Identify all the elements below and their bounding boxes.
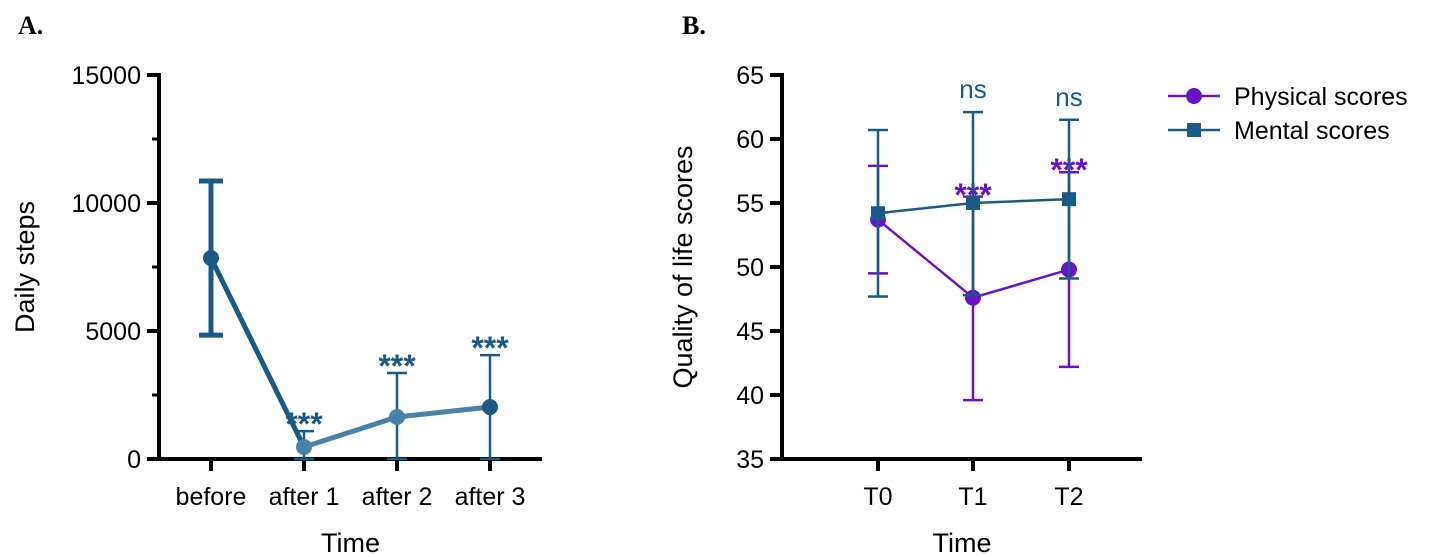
legend-circle-marker — [1186, 88, 1202, 104]
y-tick-label: 40 — [736, 382, 764, 410]
x-tick-label: after 3 — [455, 483, 526, 511]
y-tick-label: 55 — [736, 190, 764, 218]
y-tick-label: 60 — [736, 126, 764, 154]
significance-annotation: *** — [471, 330, 509, 366]
data-point — [965, 289, 981, 306]
y-tick-label: 0 — [127, 446, 141, 474]
data-point — [203, 250, 219, 267]
series-line-segment — [396, 404, 491, 420]
legend-label: Mental scores — [1234, 117, 1390, 145]
y-tick-label: 50 — [736, 254, 764, 282]
y-tick-label: 35 — [736, 446, 764, 474]
significance-annotation: ns — [1055, 82, 1082, 112]
data-point-square — [966, 196, 980, 210]
x-tick-label: T0 — [863, 483, 892, 511]
significance-annotation: ns — [959, 74, 986, 104]
legend-square-marker — [1187, 123, 1201, 137]
data-point-square — [1062, 192, 1076, 207]
x-axis-label: Time — [321, 528, 380, 557]
significance-annotation: *** — [378, 348, 416, 384]
data-point — [482, 399, 498, 416]
data-point — [296, 438, 312, 455]
y-tick-label: 10000 — [71, 190, 141, 218]
y-tick-label: 15000 — [71, 62, 141, 90]
legend-label: Physical scores — [1234, 83, 1408, 111]
y-tick-label: 65 — [736, 62, 764, 90]
panel-label-b: B. — [682, 11, 706, 40]
x-axis-label: Time — [933, 528, 992, 557]
x-tick-label: before — [176, 483, 247, 511]
y-axis-label: Quality of life scores — [668, 145, 698, 388]
significance-annotation: *** — [285, 406, 323, 442]
x-tick-label: T2 — [1054, 483, 1083, 511]
x-tick-label: after 1 — [269, 483, 340, 511]
panel-label-a: A. — [18, 11, 43, 40]
x-tick-label: after 2 — [362, 483, 433, 511]
y-tick-label: 45 — [736, 318, 764, 346]
series-line-segment — [972, 268, 1070, 299]
series-line-segment — [972, 197, 1070, 205]
series-line-segment — [877, 218, 974, 299]
y-axis-label: Daily steps — [10, 201, 40, 333]
y-tick-label: 5000 — [85, 318, 141, 346]
series-line-segment — [208, 256, 307, 449]
data-point — [389, 409, 405, 426]
series-line-segment — [877, 201, 974, 215]
data-point-square — [871, 206, 885, 221]
series-line-segment — [303, 414, 398, 450]
x-tick-label: T1 — [958, 483, 987, 511]
